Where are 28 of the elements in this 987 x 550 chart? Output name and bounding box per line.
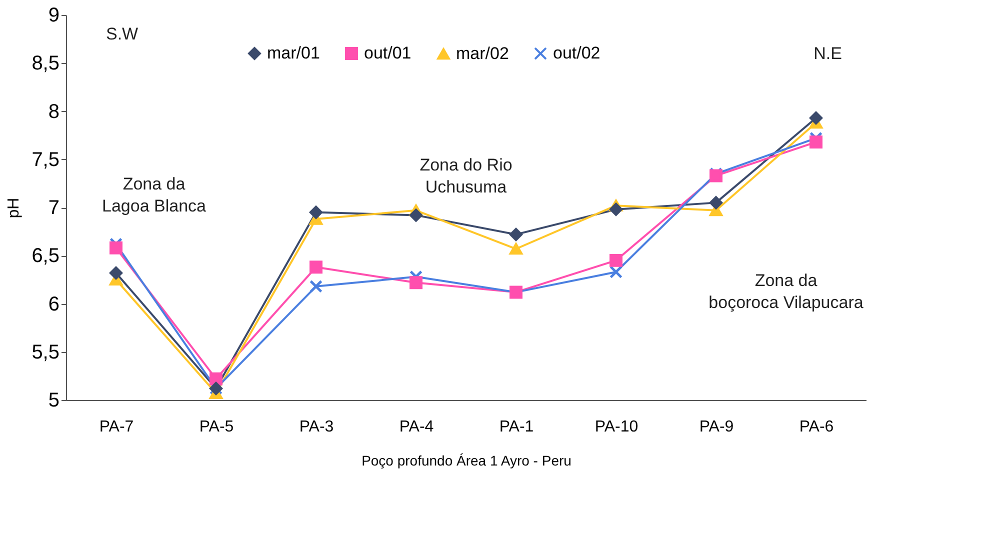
y-tick-label: 6,5 xyxy=(32,245,60,268)
y-tick-label: 7,5 xyxy=(32,148,60,171)
x-tick-label: PA-10 xyxy=(594,418,638,436)
annotation: S.W xyxy=(106,24,138,44)
y-axis-title: pH xyxy=(6,198,23,218)
legend-label: out/01 xyxy=(364,44,412,63)
legend-label: mar/01 xyxy=(267,44,320,63)
x-tick-label: PA-5 xyxy=(199,418,234,436)
x-axis-title: Poço profundo Área 1 Ayro - Peru xyxy=(362,452,572,468)
x-tick-label: PA-7 xyxy=(99,418,134,436)
annotation: Zona da boçoroca Vilapucara xyxy=(708,270,864,312)
annotation: N.E xyxy=(814,44,842,63)
y-tick-label: 5,5 xyxy=(32,341,60,364)
y-tick-label: 9 xyxy=(48,4,60,26)
y-tick-label: 7 xyxy=(48,197,60,219)
x-tick-label: PA-4 xyxy=(399,418,434,436)
x-tick-label: PA-9 xyxy=(699,418,734,436)
y-tick-label: 5 xyxy=(48,390,60,412)
legend-label: mar/02 xyxy=(456,44,509,63)
x-tick-label: PA-1 xyxy=(499,418,534,436)
annotation: Zona da Lagoa Blanca xyxy=(102,174,207,216)
legend-label: out/02 xyxy=(553,44,600,63)
y-tick-label: 8 xyxy=(48,100,60,123)
y-tick-label: 8,5 xyxy=(32,52,60,75)
x-tick-label: PA-3 xyxy=(299,418,334,436)
y-tick-label: 6 xyxy=(48,293,60,316)
annotation: Zona do Rio Uchusuma xyxy=(420,155,512,196)
x-tick-label: PA-6 xyxy=(799,418,834,436)
